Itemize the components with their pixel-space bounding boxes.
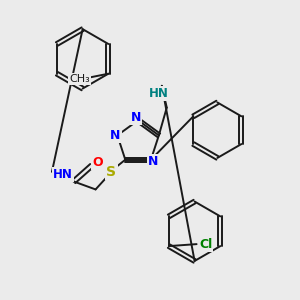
Text: CH₃: CH₃ bbox=[69, 74, 90, 84]
Text: N: N bbox=[110, 129, 121, 142]
Text: O: O bbox=[92, 156, 103, 169]
Text: S: S bbox=[106, 165, 116, 178]
Text: Cl: Cl bbox=[199, 238, 212, 250]
Text: N: N bbox=[131, 111, 141, 124]
Text: N: N bbox=[148, 155, 158, 168]
Text: HN: HN bbox=[53, 168, 73, 181]
Text: HN: HN bbox=[149, 87, 169, 100]
